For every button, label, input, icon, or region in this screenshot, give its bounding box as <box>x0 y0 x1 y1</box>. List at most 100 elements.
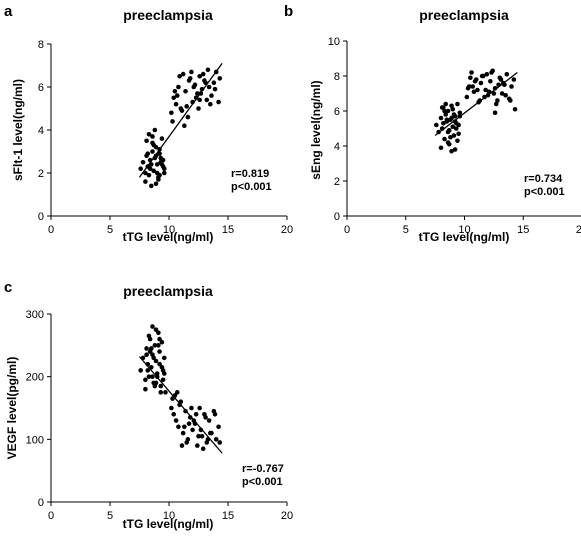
x-axis-title-a: tTG level(ng/ml) <box>123 230 214 244</box>
data-point <box>179 443 185 448</box>
data-point <box>206 84 212 90</box>
data-point <box>203 415 208 420</box>
panel-label-c: c <box>4 279 12 296</box>
x-tick-label: 15 <box>517 224 529 236</box>
data-point <box>495 98 500 103</box>
data-point <box>206 418 212 423</box>
data-point <box>212 411 218 417</box>
y-tick-label: 8 <box>334 71 340 83</box>
data-point <box>145 151 151 156</box>
data-point <box>177 402 182 408</box>
data-point <box>156 177 161 182</box>
data-point <box>212 86 218 92</box>
p-value-a: p<0.001 <box>231 181 272 193</box>
correlation-r-b: r=0.734 <box>524 173 563 185</box>
data-point <box>449 115 454 121</box>
data-point <box>452 147 458 152</box>
regression-line-b <box>434 71 518 137</box>
data-point <box>451 112 457 117</box>
data-point <box>456 122 461 128</box>
data-point <box>448 134 453 140</box>
data-point <box>438 145 444 151</box>
data-point <box>211 80 217 85</box>
data-point <box>184 440 189 445</box>
data-point <box>183 89 188 94</box>
data-point <box>146 132 152 137</box>
regression-line-a <box>138 62 223 178</box>
data-point <box>157 172 162 178</box>
data-point <box>491 91 497 96</box>
data-point <box>157 361 162 367</box>
data-point <box>503 92 508 98</box>
data-point <box>469 70 474 75</box>
data-point <box>180 430 186 436</box>
data-point <box>468 75 473 81</box>
data-point <box>149 346 154 351</box>
x-tick-label: 0 <box>344 224 350 236</box>
y-axis-title-c: VEGF level(pg/ml) <box>5 357 19 460</box>
chart-title-b: preeclampsia <box>419 7 509 23</box>
chart-panel-a: a preeclampsia 0 5 10 15 20 0 2 4 6 8 tTG level(ng/m… <box>4 3 293 244</box>
data-point <box>443 101 449 107</box>
data-point <box>195 443 200 448</box>
data-point <box>465 85 471 91</box>
data-point <box>153 181 159 187</box>
data-point <box>161 355 167 361</box>
data-point <box>216 424 221 430</box>
data-point <box>150 324 155 329</box>
y-tick-label: 100 <box>26 434 44 446</box>
data-point <box>146 333 152 339</box>
data-point <box>508 98 513 103</box>
data-point <box>140 159 146 165</box>
p-value-b: p<0.001 <box>524 186 565 198</box>
data-point <box>186 421 192 426</box>
data-point <box>200 71 206 77</box>
y-tick-label: 200 <box>26 372 44 384</box>
data-point <box>475 87 480 93</box>
data-point <box>434 122 439 128</box>
data-point <box>446 141 452 147</box>
data-point <box>189 69 194 75</box>
data-point <box>478 80 484 86</box>
data-point <box>441 120 446 126</box>
chart-title-a: preeclampsia <box>123 7 213 23</box>
data-point <box>186 78 192 83</box>
x-axis-title-b: tTG level(ng/ml) <box>419 230 510 244</box>
data-point <box>453 126 459 131</box>
y-tick-label: 0 <box>38 497 44 509</box>
y-tick-label: 8 <box>38 39 44 51</box>
data-point <box>470 84 476 89</box>
y-tick-label: 0 <box>38 211 44 223</box>
data-point <box>195 91 200 96</box>
data-point <box>512 106 518 112</box>
data-point <box>493 101 499 107</box>
data-point <box>144 346 149 351</box>
data-point <box>204 97 210 103</box>
data-point <box>498 77 504 82</box>
data-point <box>151 142 156 148</box>
x-tick-label: 5 <box>403 224 409 236</box>
data-point <box>197 405 202 411</box>
x-tick-label: 5 <box>107 510 113 522</box>
y-tick-label: 6 <box>334 106 340 118</box>
data-point <box>189 405 194 411</box>
data-point <box>169 110 174 116</box>
panel-label-a: a <box>4 3 13 20</box>
data-point <box>197 73 202 79</box>
data-point <box>151 355 156 361</box>
data-point <box>159 162 165 167</box>
data-point <box>153 380 159 386</box>
data-point <box>471 89 477 95</box>
data-point <box>158 383 164 389</box>
data-point <box>176 84 181 90</box>
regression-line-c <box>139 356 223 454</box>
data-point <box>149 183 154 189</box>
data-point <box>200 446 206 452</box>
x-tick-label: 0 <box>48 224 54 236</box>
data-point <box>442 108 447 114</box>
data-point <box>173 418 179 423</box>
data-point <box>190 427 195 433</box>
data-point <box>152 127 158 133</box>
data-point <box>511 77 517 82</box>
